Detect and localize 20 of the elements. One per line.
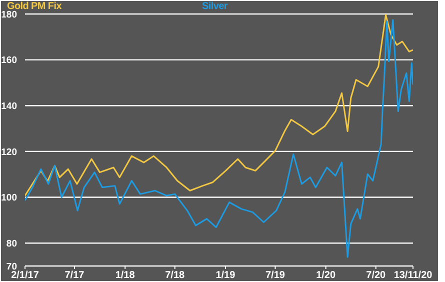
- x-tick-label: 7/20: [366, 270, 386, 282]
- y-tick-label: 140: [1, 101, 17, 112]
- y-tick-label: 80: [6, 238, 17, 250]
- x-tick-label: 13/11/20: [394, 270, 433, 282]
- y-tick-label: 180: [1, 9, 17, 20]
- x-tick-label: 7/18: [165, 270, 186, 282]
- line-series: [25, 19, 413, 258]
- x-tick-label: 1/18: [115, 270, 136, 282]
- y-tick-label: 70: [6, 261, 17, 272]
- y-tick-label: 120: [1, 146, 17, 158]
- x-tick-label: 1/20: [316, 270, 336, 282]
- x-tick-label: 7/19: [266, 270, 286, 282]
- line-series: [25, 14, 413, 196]
- y-tick-label: 100: [1, 192, 17, 204]
- x-tick-label: 7/17: [64, 270, 85, 282]
- x-tick-label: 2/1/17: [11, 270, 40, 282]
- text: Silver: [202, 1, 228, 12]
- x-tick-label: 1/19: [216, 270, 236, 282]
- text: Gold PM Fix: [7, 1, 62, 12]
- y-tick-label: 160: [1, 55, 17, 66]
